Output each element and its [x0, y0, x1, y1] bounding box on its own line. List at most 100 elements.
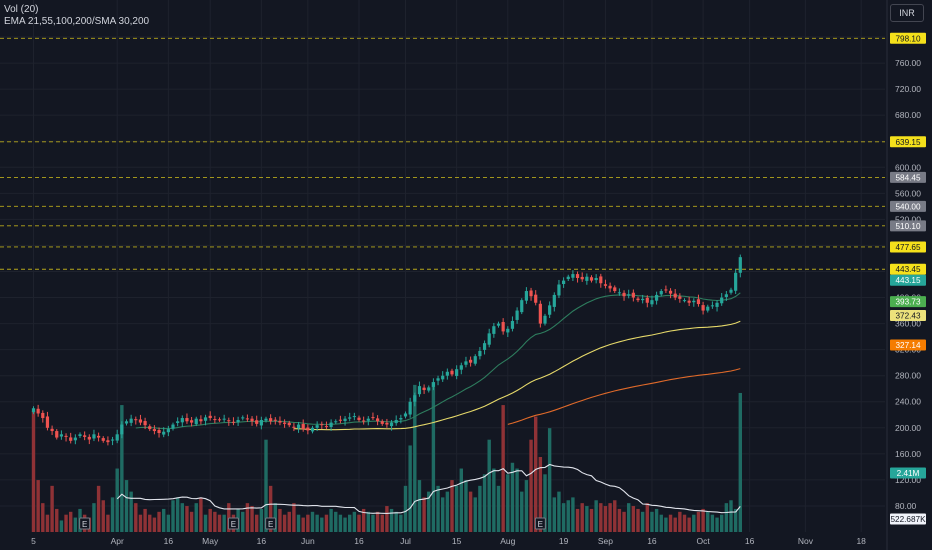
price-tag-bg	[890, 339, 926, 351]
candle-body	[734, 272, 738, 291]
candle	[148, 424, 152, 432]
volume-bar	[55, 508, 59, 532]
volume-bar	[245, 503, 250, 532]
volume-bar	[306, 514, 310, 532]
candle	[641, 294, 645, 304]
volume-bar	[96, 485, 101, 532]
earnings-marker[interactable]: E	[265, 517, 277, 530]
candle	[259, 416, 263, 430]
price-tick-label: 360.00	[895, 319, 921, 329]
volume-bar	[617, 508, 622, 532]
candle	[87, 434, 91, 445]
volume-bar	[724, 503, 729, 532]
candle-body	[259, 419, 263, 426]
earnings-marker-label: E	[231, 520, 236, 529]
price-tag-label: 639.15	[895, 138, 920, 147]
candle-body	[529, 290, 533, 297]
volume-bar	[334, 511, 338, 532]
candle-body	[431, 382, 435, 387]
candle-body	[231, 421, 236, 423]
volume-bar	[399, 514, 403, 532]
candle	[176, 417, 180, 427]
candle	[696, 294, 701, 307]
price-tag-label: 393.73	[895, 298, 920, 307]
candle-body	[729, 289, 733, 293]
volume-bar	[427, 491, 431, 532]
candle	[273, 417, 277, 425]
time-tick-label: Sep	[598, 536, 613, 546]
volume-bar	[152, 517, 157, 532]
moving-average-legend[interactable]: EMA 21,55,100,200/SMA 30,200	[4, 16, 150, 27]
volume-bar	[110, 497, 115, 532]
volume-bar	[217, 514, 222, 532]
volume-bar	[403, 485, 408, 532]
earnings-marker[interactable]: E	[534, 517, 546, 530]
candle-body	[162, 431, 166, 435]
candle-body	[92, 434, 96, 439]
candle	[208, 411, 212, 421]
candle	[548, 301, 552, 318]
candle-body	[501, 322, 505, 332]
candle	[278, 416, 282, 426]
time-tick-label: Nov	[798, 536, 814, 546]
volume-bar	[696, 511, 701, 532]
candle-body	[138, 419, 143, 423]
currency-button[interactable]: INR	[890, 4, 924, 22]
candle-body	[408, 401, 412, 415]
volume-bar	[575, 508, 580, 532]
candle	[394, 415, 398, 426]
volume-bar	[64, 514, 68, 532]
volume-bar	[534, 416, 538, 532]
candle-body	[41, 412, 45, 419]
candle-body	[673, 293, 677, 298]
price-tag-label: 443.45	[895, 265, 920, 274]
candle	[701, 301, 705, 315]
price-tag-bg	[890, 136, 926, 148]
candle	[120, 421, 124, 439]
volume-bar	[603, 506, 608, 532]
candle	[538, 300, 542, 328]
chart-grid	[0, 0, 888, 550]
price-tick-label: 80.00	[895, 501, 917, 511]
candle	[534, 290, 538, 306]
candle-body	[166, 429, 170, 433]
candle-body	[715, 302, 719, 307]
candle	[348, 412, 352, 422]
volume-bar	[408, 445, 412, 532]
candle	[329, 419, 333, 431]
candle-body	[580, 276, 584, 280]
earnings-marker-box	[79, 517, 91, 530]
volume-legend[interactable]: Vol (20)	[4, 4, 39, 15]
candle	[575, 271, 580, 283]
candle-body	[83, 435, 87, 437]
earnings-marker[interactable]: E	[227, 517, 239, 530]
volume-bar	[543, 474, 547, 532]
candle-body	[441, 375, 445, 380]
price-tag: 584.45	[890, 171, 926, 183]
earnings-marker[interactable]: E	[79, 517, 91, 530]
earnings-marker-box	[534, 517, 546, 530]
earnings-marker-box	[265, 517, 277, 530]
candle-body	[366, 418, 370, 421]
time-axis[interactable]: 5 Apr 16 May 16 Jun 16 Jul 15 Aug 19 Sep 16 Oct 16 Nov 1…	[31, 536, 866, 546]
candle-body	[613, 287, 617, 292]
candle	[431, 378, 435, 391]
volume-bar	[492, 468, 496, 532]
candle-body	[701, 305, 705, 311]
candle-body	[273, 419, 277, 421]
volume-bar	[324, 514, 329, 532]
price-tag: 639.15	[890, 136, 926, 148]
candle-body	[696, 299, 701, 305]
time-tick-label: Apr	[111, 536, 124, 546]
volume-bar	[115, 468, 119, 532]
volume-bar	[710, 514, 715, 532]
volume-bar	[464, 480, 468, 532]
volume-bar	[241, 511, 245, 532]
candle-body	[301, 424, 305, 430]
candle	[320, 421, 324, 430]
volume-bar	[720, 514, 724, 532]
price-tick-label: 240.00	[895, 397, 921, 407]
candle-body	[348, 417, 352, 419]
